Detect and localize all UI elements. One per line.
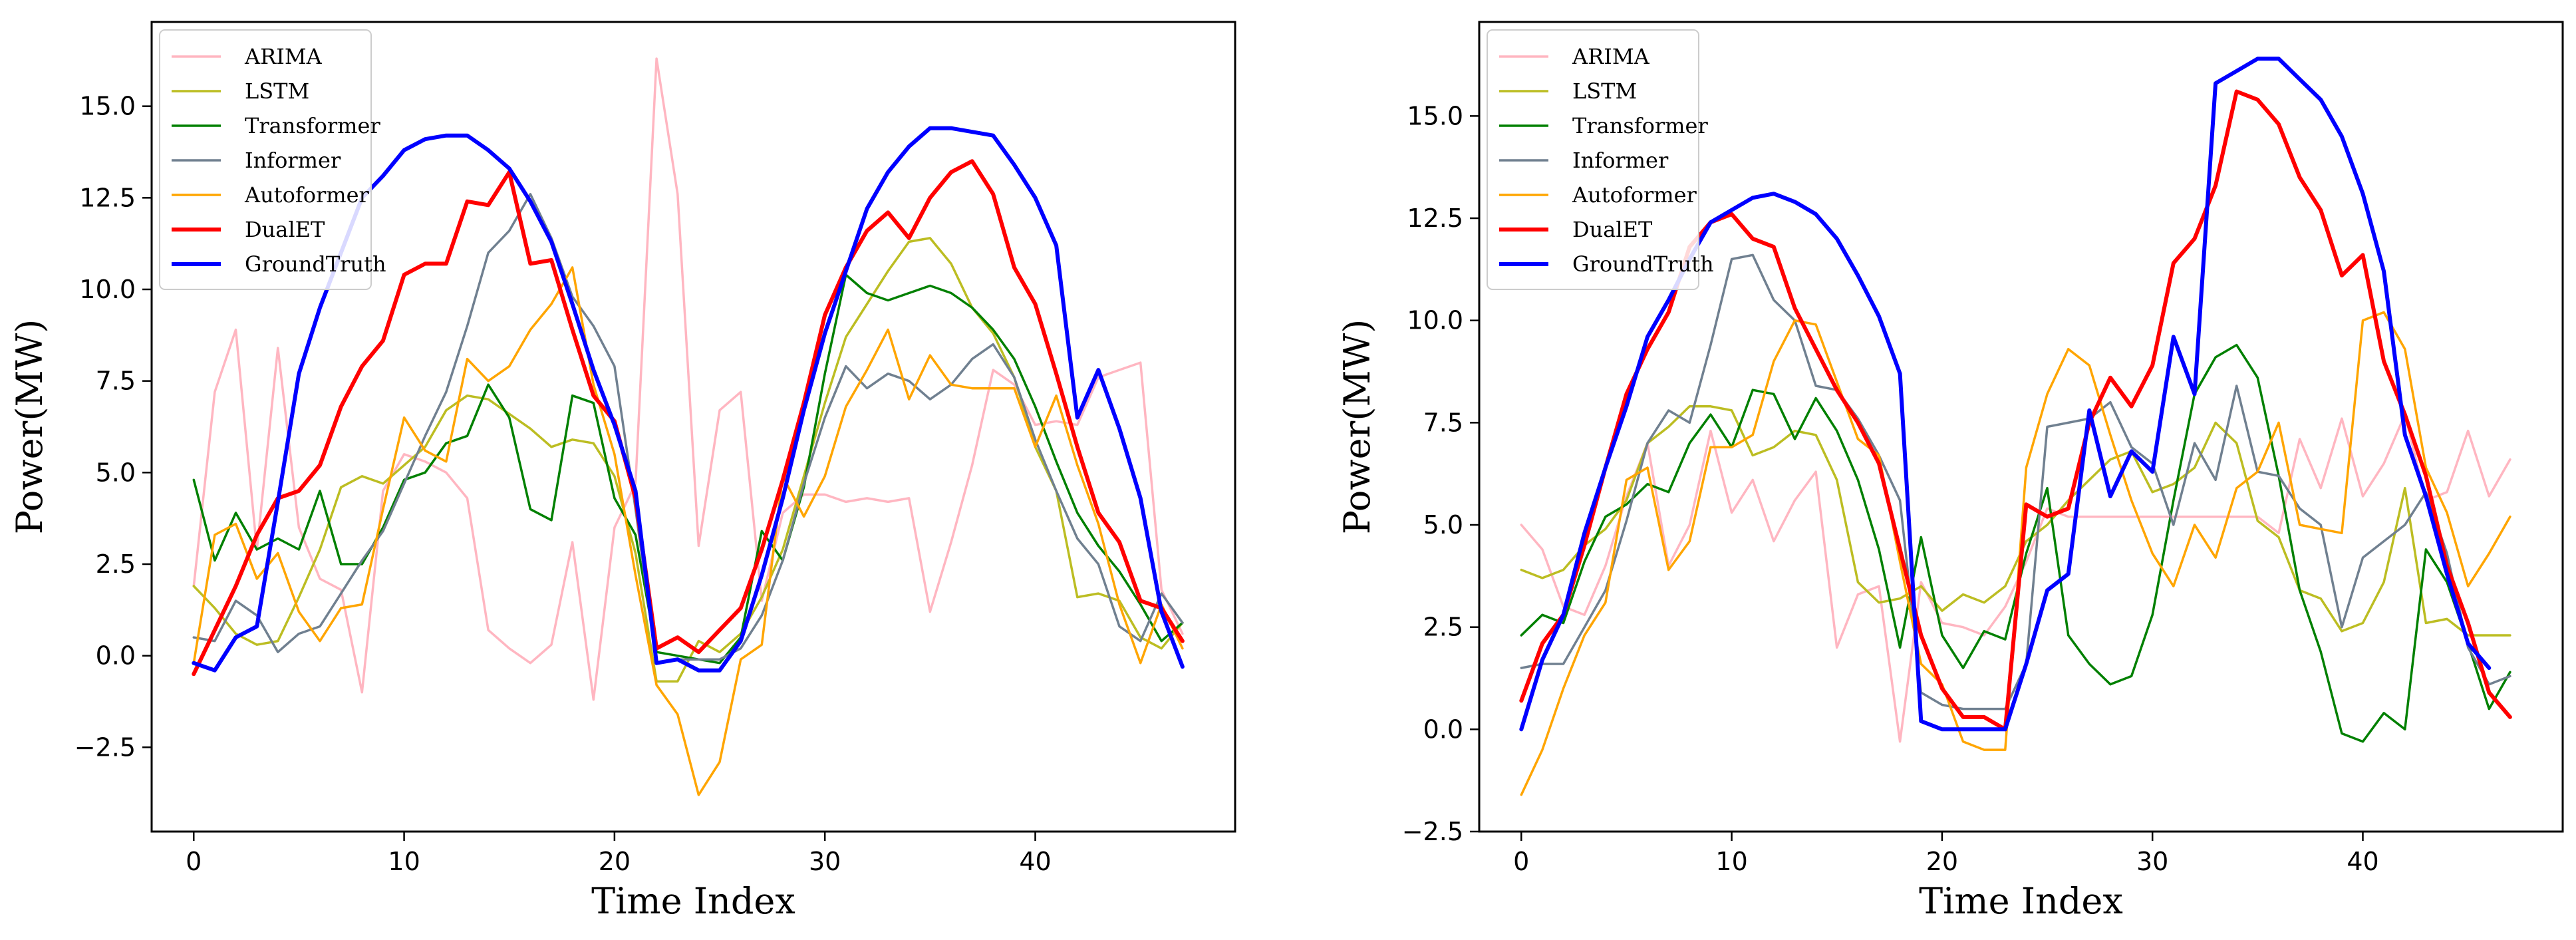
x-tick-label: 30 [809, 847, 841, 876]
x-tick-label: 0 [1513, 847, 1529, 876]
y-tick-label: 7.5 [96, 367, 136, 396]
series-line-informer [1520, 253, 2511, 710]
y-tick-label: 0.0 [96, 641, 136, 671]
y-tick-label: 2.5 [96, 549, 136, 579]
chart-panel-1: 0 10 20 30 40 −2.5 0.0 2.5 5.0 7.5 10.0 12.5 15.0 Tim… [9, 21, 1236, 922]
y-tick-label: −2.5 [74, 732, 136, 762]
x-tick-label: 20 [1926, 847, 1958, 876]
x-tick-label: 0 [186, 847, 202, 876]
legend-label-informer: Informer [1572, 148, 1669, 173]
legend: ARIMA LSTM Transformer Informer Autoformer Du… [1487, 29, 1714, 290]
series-line-dualet [192, 159, 1185, 677]
legend-label-informer: Informer [245, 148, 341, 173]
y-tick-label: 12.5 [1407, 204, 1463, 233]
y-tick-label: 10.0 [1407, 306, 1463, 335]
y-axis-label: Power(MW) [9, 319, 51, 535]
plot-frame [150, 21, 1236, 833]
y-tick-label: 7.5 [1423, 408, 1463, 437]
legend-label-autoformer: Autoformer [1572, 182, 1697, 208]
plot-frame [1478, 21, 2564, 833]
y-tick-label: 0.0 [1423, 714, 1463, 744]
legend-label-dualet: DualET [1572, 217, 1653, 242]
legend-box [1487, 29, 1699, 290]
legend-label-groundtruth: GroundTruth [245, 251, 386, 277]
series-line-autoformer [192, 266, 1184, 796]
y-tick-label: 5.0 [1423, 510, 1463, 540]
legend-label-autoformer: Autoformer [244, 182, 370, 208]
series-line-arima [1520, 413, 2511, 743]
y-tick-label: 15.0 [79, 92, 136, 121]
x-axis-label: Time Index [591, 880, 795, 922]
x-tick-label: 10 [1715, 847, 1747, 876]
y-tick-label: 15.0 [1407, 101, 1463, 130]
legend-label-dualet: DualET [245, 217, 325, 242]
x-tick-label: 30 [2136, 847, 2168, 876]
legend-label-lstm: LSTM [245, 78, 309, 104]
legend-label-groundtruth: GroundTruth [1572, 251, 1714, 277]
series-line-informer [192, 193, 1184, 665]
y-axis-label: Power(MW) [1336, 319, 1378, 535]
x-tick-label: 20 [599, 847, 631, 876]
y-tick-label: −2.5 [1402, 817, 1463, 846]
y-tick-label: 12.5 [79, 183, 136, 212]
chart-panel-2: 0 10 20 30 40 −2.5 0.0 2.5 5.0 7.5 10.0 12.5 15.0 Tim… [1336, 21, 2564, 922]
y-tick-label: 5.0 [96, 458, 136, 487]
x-tick-label: 40 [1019, 847, 1051, 876]
x-axis-label: Time Index [1919, 880, 2123, 922]
legend-label-transformer: Transformer [1572, 113, 1708, 138]
series-line-lstm [1520, 405, 2511, 637]
legend-label-arima: ARIMA [244, 44, 323, 69]
y-tick-label: 10.0 [79, 275, 136, 304]
legend-box [159, 29, 372, 290]
legend: ARIMA LSTM Transformer Informer Autoformer Du… [159, 29, 386, 290]
legend-label-lstm: LSTM [1572, 78, 1637, 104]
x-tick-label: 40 [2347, 847, 2378, 876]
legend-label-arima: ARIMA [1572, 44, 1650, 69]
x-tick-label: 10 [388, 847, 420, 876]
y-tick-label: 2.5 [1423, 613, 1463, 642]
legend-label-transformer: Transformer [245, 113, 380, 138]
